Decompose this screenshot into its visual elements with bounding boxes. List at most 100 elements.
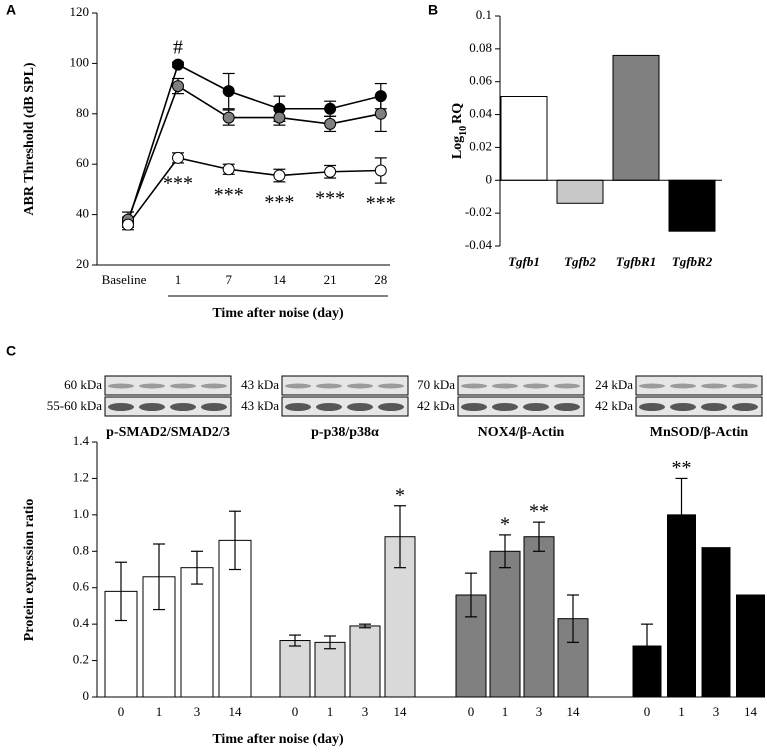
y-axis-label: Protein expression ratio xyxy=(22,499,37,642)
error-bar xyxy=(324,635,336,650)
x-axis-label: Time after noise (day) xyxy=(212,306,344,321)
significance-mark: *** xyxy=(264,191,294,213)
kda-label: 43 kDa xyxy=(241,377,279,392)
blot-band xyxy=(285,383,311,389)
blot-band xyxy=(461,403,487,411)
x-tick-label: Tgfb2 xyxy=(564,254,596,269)
bar xyxy=(279,640,311,698)
y-tick-label: 0.2 xyxy=(73,652,89,667)
x-tick-label: 3 xyxy=(194,704,201,719)
bar xyxy=(736,594,765,698)
significance-mark: ** xyxy=(672,457,692,479)
error-bar xyxy=(394,505,406,569)
blot-band xyxy=(523,403,549,411)
marker xyxy=(374,90,387,103)
bar xyxy=(349,625,381,698)
x-tick-label: Baseline xyxy=(102,272,147,287)
significance-mark: * xyxy=(500,513,510,535)
blot-band xyxy=(554,383,580,389)
blot-band xyxy=(554,403,580,411)
y-tick-label: 1.4 xyxy=(73,433,90,448)
blot xyxy=(104,375,232,396)
blot-band xyxy=(378,403,404,411)
kda-label: 24 kDa xyxy=(595,377,633,392)
blot xyxy=(457,396,585,417)
y-axis-label: ABR Threshold (dB SPL) xyxy=(22,62,37,215)
series-name: MnSOD/β-Actin xyxy=(650,425,749,440)
significance-mark: *** xyxy=(366,193,396,215)
error-bar xyxy=(465,572,477,618)
x-tick-label: 1 xyxy=(175,272,182,287)
marker xyxy=(222,85,235,98)
significance-mark: *** xyxy=(214,184,244,206)
blot-band xyxy=(347,403,373,411)
x-tick-label: 14 xyxy=(744,704,758,719)
marker xyxy=(324,102,337,115)
bar xyxy=(612,54,660,181)
y-tick-label: 0.8 xyxy=(73,542,89,557)
y-tick-label: -0.04 xyxy=(465,237,493,252)
bar xyxy=(314,641,346,698)
blot-band xyxy=(170,403,196,411)
y-axis-label: Log10 RQ xyxy=(450,103,469,159)
blot-band xyxy=(639,403,665,411)
x-axis-label: Time after noise (day) xyxy=(212,732,344,747)
blot-band xyxy=(732,383,758,389)
x-tick-label: 14 xyxy=(394,704,408,719)
error-bar xyxy=(229,510,241,571)
series-line xyxy=(127,84,381,220)
y-tick-label: 0 xyxy=(486,171,493,186)
bar xyxy=(668,179,716,232)
marker xyxy=(222,111,235,124)
significance-mark: ** xyxy=(529,501,549,523)
blot xyxy=(281,396,409,417)
y-tick-label: 20 xyxy=(76,256,89,271)
significance-mark: * xyxy=(395,484,405,506)
bar xyxy=(180,567,214,698)
blot-band xyxy=(139,403,165,411)
error-bar xyxy=(289,634,301,647)
x-tick-label: 7 xyxy=(225,272,232,287)
marker xyxy=(222,163,235,176)
marker xyxy=(172,80,184,93)
y-tick-label: 0.06 xyxy=(469,73,492,88)
x-tick-label: 1 xyxy=(502,704,509,719)
blot-band xyxy=(670,403,696,411)
bar xyxy=(701,547,731,698)
x-tick-label: 1 xyxy=(327,704,334,719)
y-tick-label: 0.6 xyxy=(73,579,90,594)
x-tick-label: 0 xyxy=(468,704,475,719)
x-tick-label: 14 xyxy=(229,704,243,719)
significance-mark: # xyxy=(173,37,183,59)
marker xyxy=(324,165,337,178)
x-tick-label: TgfbR2 xyxy=(672,254,713,269)
significance-mark: *** xyxy=(315,188,345,210)
blot-band xyxy=(201,383,227,389)
y-tick-label: -0.02 xyxy=(465,204,492,219)
x-tick-label: 3 xyxy=(536,704,543,719)
marker xyxy=(172,58,184,71)
x-tick-label: 3 xyxy=(713,704,720,719)
error-bar xyxy=(191,550,203,585)
y-tick-label: 0.02 xyxy=(469,138,492,153)
blot-band xyxy=(732,403,758,411)
blot-band xyxy=(347,383,373,389)
blot-band xyxy=(285,403,311,411)
error-bar xyxy=(115,561,127,622)
error-bar xyxy=(567,594,579,643)
marker xyxy=(172,151,184,164)
blot-band xyxy=(108,383,134,389)
y-tick-label: 40 xyxy=(76,206,89,221)
blot xyxy=(635,375,763,396)
series-name: p-p38/p38α xyxy=(311,425,379,440)
series-line xyxy=(127,157,381,226)
blot-band xyxy=(316,403,342,411)
blot-band xyxy=(461,383,487,389)
x-tick-label: 3 xyxy=(362,704,369,719)
panel-label: C xyxy=(6,343,16,359)
bar xyxy=(556,179,604,204)
x-tick-label: 0 xyxy=(644,704,651,719)
blot-band xyxy=(170,383,196,389)
y-tick-label: 0.04 xyxy=(469,106,492,121)
